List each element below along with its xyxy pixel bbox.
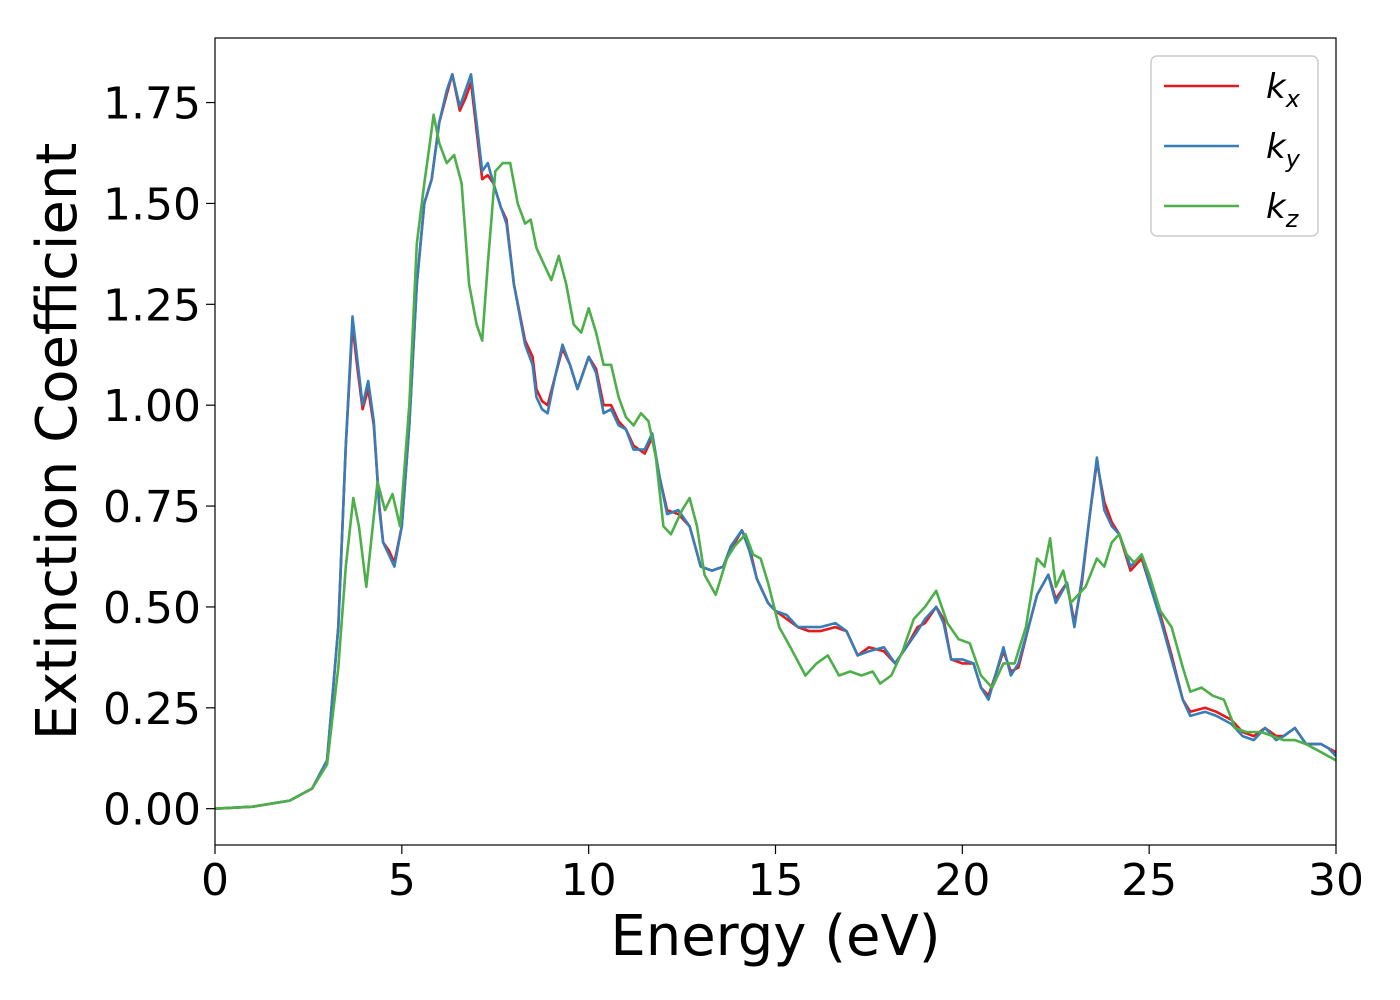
- x-tick-label: 15: [748, 855, 804, 906]
- x-tick-label: 25: [1121, 855, 1177, 906]
- x-axis-ticks: 0 5 10 15 20 25 30: [201, 845, 1364, 906]
- plot-lines: [215, 73, 1336, 810]
- y-tick-label: 1.50: [103, 179, 201, 230]
- x-tick-label: 0: [201, 855, 229, 906]
- legend-label-subscript: z: [1285, 205, 1300, 233]
- legend-label-base: k: [1266, 67, 1287, 107]
- y-axis-title: Extinction Coefficient: [25, 143, 90, 741]
- y-tick-label: 1.25: [103, 280, 201, 331]
- legend-label-y: ky: [1266, 127, 1301, 173]
- x-tick-label: 30: [1308, 855, 1364, 906]
- legend-label-subscript: x: [1285, 85, 1301, 113]
- y-axis-ticks: 0.00 0.25 0.50 0.75 1.00 1.25 1.50 1.75: [103, 79, 215, 836]
- y-tick-label: 1.75: [103, 79, 201, 130]
- x-axis-title: Energy (eV): [610, 904, 940, 969]
- y-tick-label: 0.75: [103, 482, 201, 533]
- y-tick-label: 0.00: [103, 785, 201, 836]
- x-tick-label: 5: [388, 855, 416, 906]
- legend-label-z: kz: [1266, 187, 1300, 233]
- legend-label-subscript: y: [1285, 145, 1301, 173]
- y-tick-label: 0.25: [103, 684, 201, 735]
- legend-label-base: k: [1266, 187, 1287, 227]
- legend-label-base: k: [1266, 127, 1287, 167]
- x-tick-label: 10: [561, 855, 617, 906]
- x-tick-label: 20: [934, 855, 990, 906]
- y-tick-label: 0.50: [103, 583, 201, 634]
- series-line-z: [215, 113, 1336, 810]
- y-tick-label: 1.00: [103, 381, 201, 432]
- legend-label-x: kx: [1266, 67, 1301, 113]
